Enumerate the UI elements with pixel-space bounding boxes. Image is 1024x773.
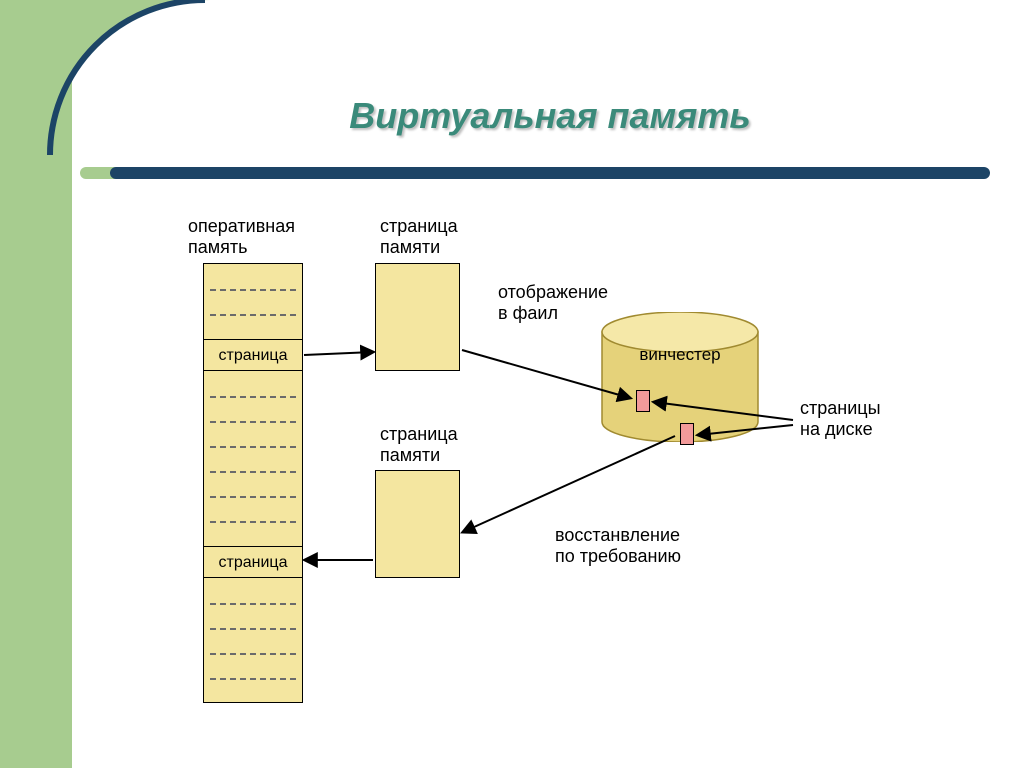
arrow bbox=[698, 425, 793, 435]
arrow bbox=[462, 350, 630, 398]
slide-title: Виртуальная память bbox=[200, 95, 900, 137]
slide-frame: Виртуальная память оперативная память ст… bbox=[0, 0, 1024, 768]
arrows-layer bbox=[180, 210, 940, 720]
diagram-area: оперативная память страница памяти стран… bbox=[180, 210, 940, 720]
arrow bbox=[304, 352, 373, 355]
divider-bar bbox=[80, 165, 1000, 188]
arrow bbox=[654, 402, 793, 420]
arrow bbox=[463, 436, 675, 532]
